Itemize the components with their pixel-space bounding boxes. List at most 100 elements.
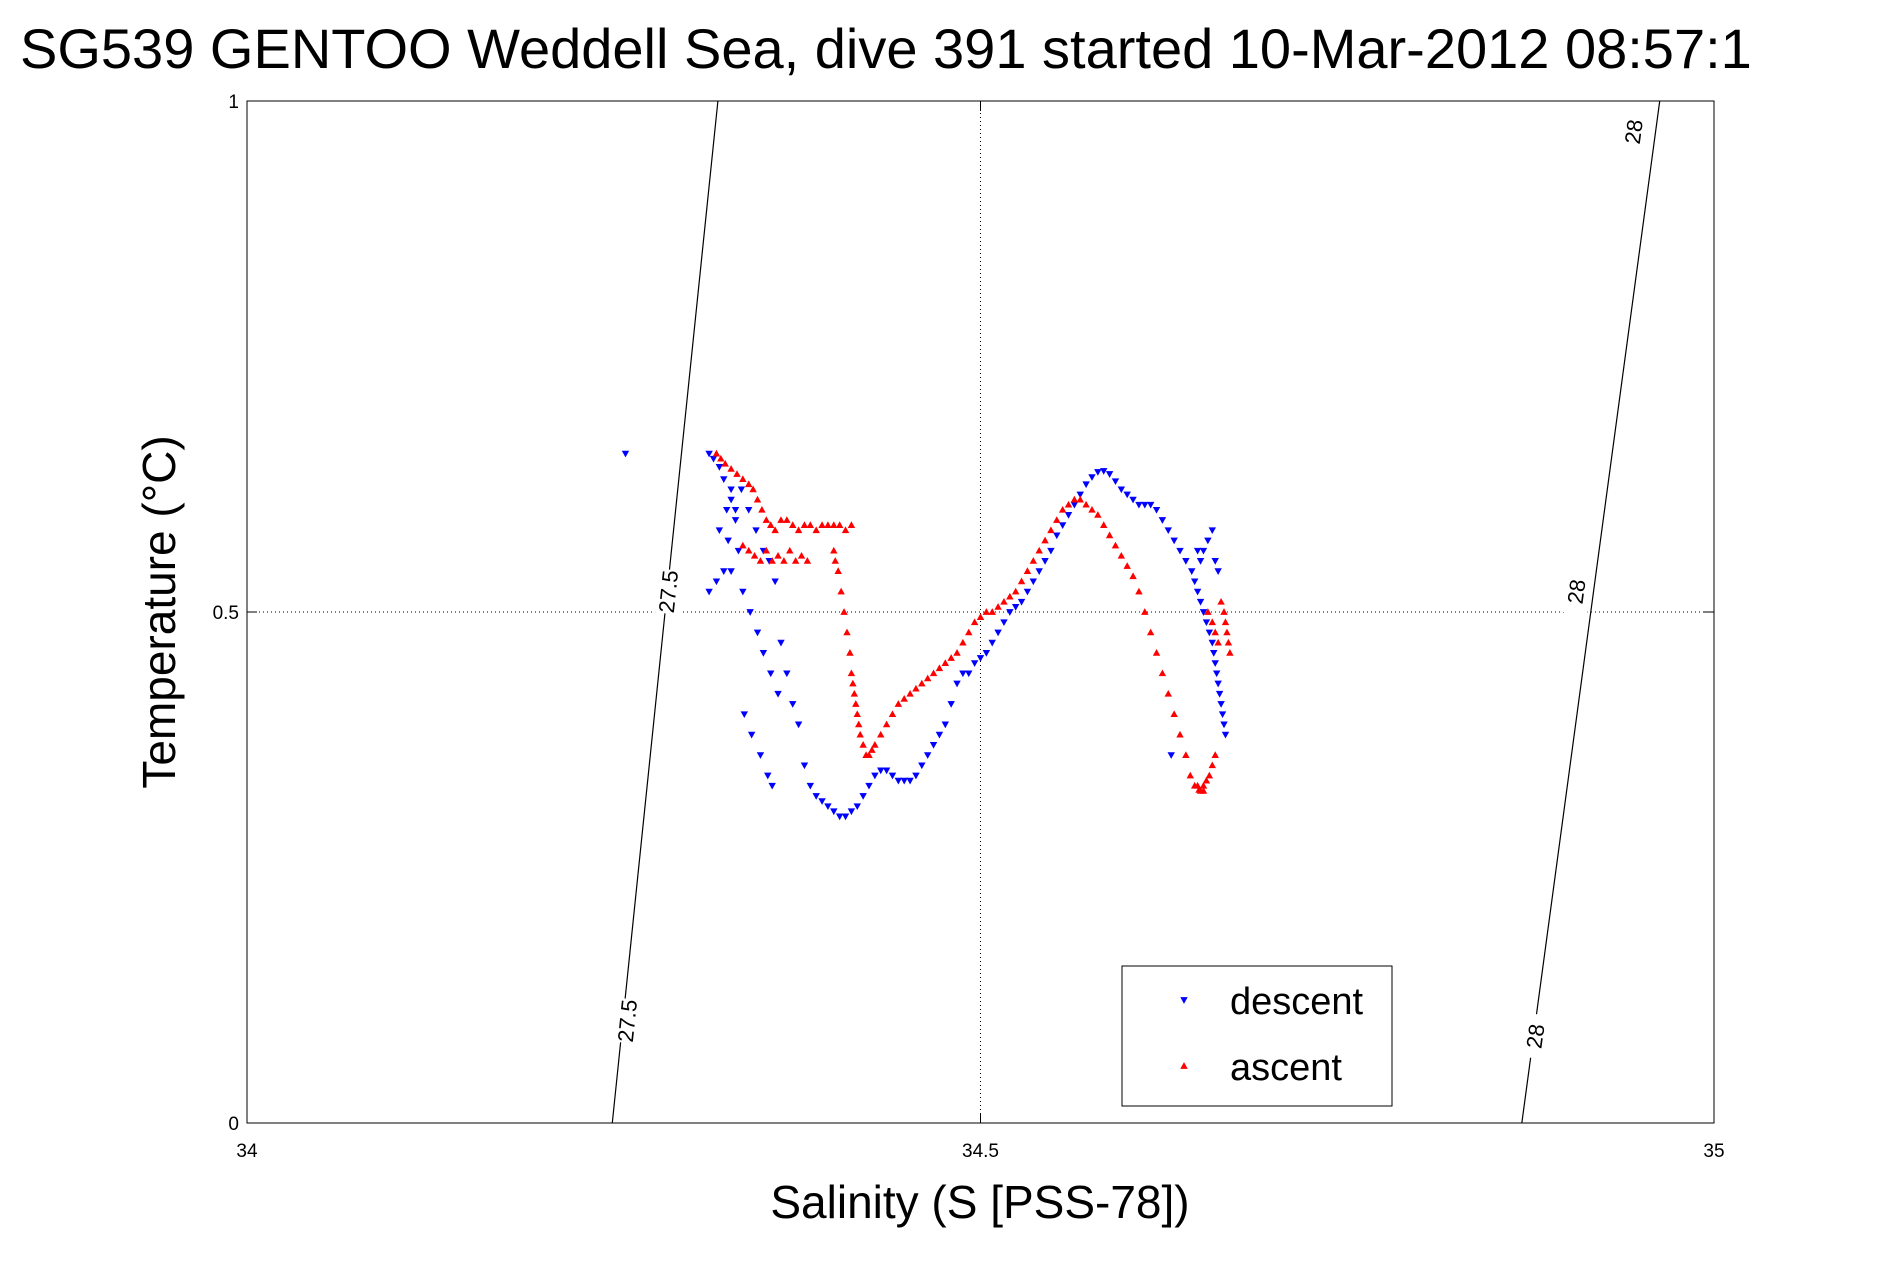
ascent-point bbox=[1196, 787, 1205, 794]
ascent-point bbox=[834, 567, 842, 574]
ascent-point bbox=[849, 679, 857, 687]
ascent-point bbox=[994, 603, 1002, 610]
chart-title: SG539 GENTOO Weddell Sea, dive 391 start… bbox=[20, 17, 1752, 80]
descent-point bbox=[923, 752, 932, 759]
descent-point bbox=[756, 752, 765, 759]
descent-point bbox=[740, 711, 749, 719]
descent-point bbox=[774, 690, 782, 698]
ascent-point bbox=[1094, 511, 1102, 518]
ascent-point bbox=[843, 628, 851, 636]
descent-point bbox=[1053, 532, 1061, 540]
ascent-point bbox=[1158, 669, 1167, 677]
ascent-point bbox=[1211, 751, 1219, 758]
series-descent bbox=[621, 450, 1230, 821]
descent-point bbox=[1035, 568, 1043, 575]
descent-point bbox=[720, 476, 728, 483]
isopycnal-label-bg bbox=[610, 997, 644, 1045]
isopycnal-label: 28 bbox=[1521, 1022, 1549, 1050]
ascent-point bbox=[941, 659, 950, 666]
descent-point bbox=[1202, 619, 1211, 627]
ascent-point bbox=[906, 689, 914, 697]
y-tick-label: 1 bbox=[228, 92, 239, 113]
ascent-point bbox=[935, 664, 944, 672]
legend-marker-descent bbox=[1180, 997, 1188, 1004]
descent-point bbox=[1082, 481, 1090, 489]
descent-point bbox=[731, 506, 740, 514]
ascent-point bbox=[847, 669, 856, 677]
ascent-point bbox=[1047, 526, 1055, 534]
ascent-point bbox=[856, 730, 864, 738]
ascent-point bbox=[1082, 500, 1090, 508]
descent-point bbox=[918, 762, 926, 770]
ascent-point bbox=[1141, 608, 1149, 615]
descent-point bbox=[994, 629, 1002, 637]
isopycnal-label-bg bbox=[651, 568, 685, 615]
ascent-point bbox=[1058, 505, 1067, 513]
descent-point bbox=[830, 808, 838, 816]
ascent-point bbox=[733, 470, 741, 477]
ascent-point bbox=[1217, 597, 1225, 605]
ascent-point bbox=[1017, 577, 1026, 585]
descent-point bbox=[1123, 491, 1131, 499]
descent-point bbox=[715, 464, 724, 471]
descent-point bbox=[715, 527, 724, 535]
descent-point bbox=[789, 701, 797, 708]
descent-point bbox=[1218, 711, 1227, 719]
ascent-point bbox=[1202, 776, 1211, 784]
descent-point bbox=[1220, 721, 1228, 729]
ascent-point bbox=[1211, 628, 1219, 636]
ascent-point bbox=[1176, 730, 1184, 738]
descent-point bbox=[768, 782, 776, 790]
ascent-point bbox=[912, 684, 920, 692]
descent-point bbox=[1215, 690, 1224, 698]
x-axis-label: Salinity (S [PSS-78]) bbox=[770, 1176, 1189, 1228]
ascent-point bbox=[771, 526, 779, 534]
descent-point bbox=[959, 670, 967, 678]
ascent-point bbox=[749, 485, 757, 493]
descent-point bbox=[794, 721, 803, 729]
ascent-point bbox=[847, 521, 856, 528]
descent-point bbox=[727, 496, 735, 504]
ascent-point bbox=[1029, 557, 1038, 564]
descent-point bbox=[1023, 588, 1032, 596]
descent-point bbox=[1188, 568, 1196, 575]
ascent-point bbox=[789, 521, 797, 528]
ascent-point bbox=[786, 546, 794, 554]
descent-point bbox=[941, 721, 950, 729]
ascent-point bbox=[745, 480, 753, 488]
ascent-point bbox=[777, 516, 785, 523]
descent-point bbox=[853, 803, 861, 810]
ascent-point bbox=[1006, 592, 1014, 600]
descent-point bbox=[1196, 598, 1205, 606]
descent-point bbox=[734, 547, 743, 555]
ascent-point bbox=[1070, 495, 1079, 503]
ascent-point bbox=[1170, 710, 1178, 718]
descent-point bbox=[1208, 527, 1216, 535]
descent-point bbox=[1167, 752, 1175, 759]
descent-point bbox=[1088, 474, 1096, 481]
ascent-point bbox=[1129, 572, 1137, 580]
ascent-point bbox=[803, 557, 812, 564]
descent-point bbox=[746, 609, 754, 616]
ascent-point bbox=[841, 526, 850, 534]
ascent-point bbox=[888, 710, 897, 718]
ascent-point bbox=[1214, 638, 1222, 646]
descent-point bbox=[1193, 547, 1202, 555]
descent-point bbox=[900, 777, 908, 785]
ascent-point bbox=[1224, 638, 1233, 646]
ascent-point bbox=[1146, 628, 1155, 636]
descent-point bbox=[752, 527, 760, 535]
ascent-point bbox=[923, 674, 932, 682]
descent-point bbox=[1221, 731, 1230, 739]
isopycnal-line-28 bbox=[1521, 100, 1661, 1124]
descent-point bbox=[747, 731, 756, 739]
descent-point bbox=[1204, 537, 1212, 545]
descent-point bbox=[1146, 501, 1155, 509]
ascent-point bbox=[835, 521, 844, 528]
ascent-point bbox=[1100, 521, 1108, 528]
ascent-point bbox=[982, 608, 991, 615]
descent-point bbox=[1017, 598, 1026, 606]
descent-point bbox=[1211, 558, 1219, 565]
descent-point bbox=[1105, 471, 1114, 478]
isopycnal-label: 28 bbox=[1620, 118, 1648, 146]
